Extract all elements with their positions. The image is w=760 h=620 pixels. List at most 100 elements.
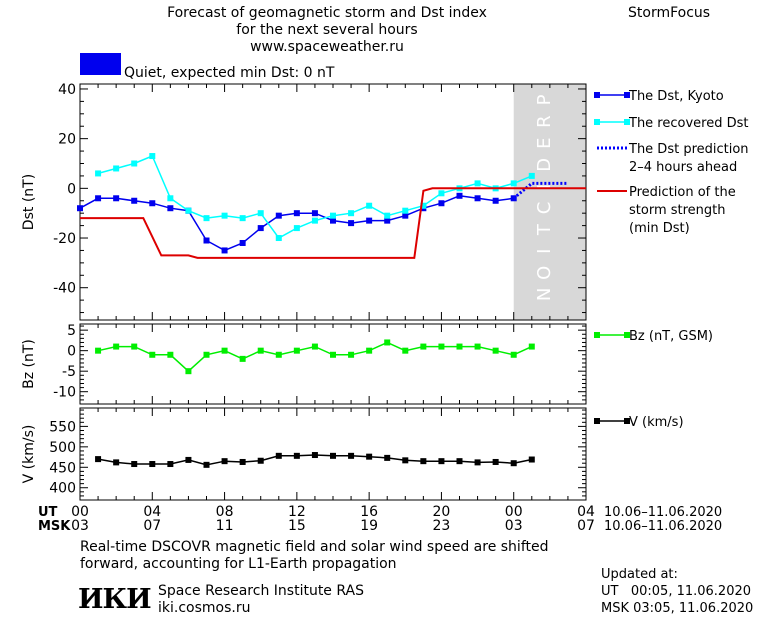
data-point [149, 153, 156, 160]
series-line [512, 181, 568, 200]
data-point [311, 343, 318, 350]
ut-tick-label: 08 [216, 504, 234, 520]
data-point [402, 212, 409, 219]
data-point [366, 217, 373, 224]
legend-marker [594, 92, 600, 98]
msk-tick-label: 11 [216, 518, 234, 534]
legend: The Dst, Kyoto The recovered Dst The Dst p… [594, 89, 749, 430]
legend-label: V (km/s) [629, 415, 684, 430]
legend-marker [594, 418, 600, 424]
data-point [456, 192, 463, 199]
data-point [420, 202, 427, 209]
msk-label: MSK [38, 519, 71, 534]
title-line-3: www.spaceweather.ru [250, 39, 404, 55]
data-point [185, 368, 192, 375]
y-tick-label: 0 [67, 344, 76, 360]
prediction-label-char: R [534, 115, 555, 128]
prediction-label-char: I [534, 184, 555, 189]
data-point [239, 355, 246, 362]
data-point [149, 200, 156, 207]
data-point [528, 456, 535, 463]
msk-tick-label: 07 [577, 518, 595, 534]
data-point [293, 452, 300, 459]
msk-tick-label: 15 [288, 518, 306, 534]
data-point [528, 343, 535, 350]
data-point [95, 347, 102, 354]
data-point [456, 458, 463, 465]
y-tick-label: 550 [49, 419, 76, 435]
prediction-label-char: E [534, 138, 555, 149]
footer-note-line-2: forward, accounting for L1-Earth propaga… [80, 556, 397, 572]
data-point [402, 347, 409, 354]
brand-name: StormFocus [628, 5, 710, 21]
data-point [330, 212, 336, 219]
title-line-1: Forecast of geomagnetic storm and Dst in… [167, 5, 487, 21]
panel-frame [79, 83, 587, 321]
msk-dates: 10.06–11.06.2020 [604, 519, 722, 534]
data-point [113, 165, 120, 172]
data-point [438, 343, 445, 350]
data-point [474, 180, 481, 187]
v-panel: 550 500 450 400 V (km/s) [21, 407, 587, 501]
data-point [257, 225, 264, 232]
data-point [438, 190, 445, 197]
data-point [510, 460, 517, 467]
data-point [221, 247, 228, 254]
time-axis: UT MSK 10.06–11.06.2020 10.06–11.06.2020… [38, 504, 722, 534]
y-tick-label: 5 [67, 323, 76, 339]
data-point [366, 453, 373, 460]
bz-panel: 5 0 -5 -10 Bz (nT) [21, 323, 587, 405]
legend-label: Bz (nT, GSM) [629, 329, 713, 344]
y-tick-label: 20 [58, 132, 76, 148]
data-point [95, 170, 102, 177]
data-point [330, 351, 336, 358]
data-point [456, 343, 463, 350]
legend-label: The recovered Dst [628, 116, 748, 131]
institute-url[interactable]: iki.cosmos.ru [158, 600, 251, 616]
msk-tick-label: 03 [71, 518, 89, 534]
data-point [221, 347, 228, 354]
ut-tick-label: 16 [360, 504, 378, 520]
data-point [402, 457, 409, 464]
data-point [239, 239, 246, 246]
prediction-label-char: T [534, 223, 555, 236]
y-tick-label: -10 [53, 385, 76, 401]
msk-tick-label: 07 [143, 518, 161, 534]
legend-marker [624, 332, 630, 338]
ut-tick-label: 12 [288, 504, 306, 520]
panel-frame [79, 323, 587, 405]
ut-tick-label: 00 [71, 504, 89, 520]
data-point [420, 458, 427, 465]
data-point [293, 210, 300, 217]
ut-dates: 10.06–11.06.2020 [604, 505, 722, 520]
updated-label: Updated at: [601, 567, 678, 582]
data-point [131, 461, 138, 468]
series-line [80, 187, 586, 259]
prediction-label-char: D [534, 158, 555, 172]
updated-ut: UT 00:05, 11.06.2020 [601, 584, 752, 599]
y-tick-label: 450 [49, 460, 76, 476]
legend-marker [624, 418, 630, 424]
data-point [203, 351, 210, 358]
legend-marker [624, 119, 630, 125]
data-point [185, 456, 192, 463]
data-point [275, 212, 282, 219]
data-point [239, 458, 246, 465]
ut-tick-label: 20 [433, 504, 451, 520]
ut-tick-label: 04 [143, 504, 161, 520]
data-point [311, 452, 318, 459]
data-point [384, 217, 391, 224]
title-line-2: for the next several hours [236, 22, 417, 38]
legend-label: Prediction of the [629, 185, 736, 200]
y-tick-label: 0 [67, 181, 76, 197]
legend-marker [624, 92, 630, 98]
legend-label: storm strength [629, 203, 726, 218]
data-point [420, 343, 427, 350]
data-point [348, 351, 355, 358]
data-point [348, 452, 355, 459]
y-axis-label: Bz (nT) [21, 339, 37, 389]
legend-label: The Dst prediction [628, 142, 749, 157]
